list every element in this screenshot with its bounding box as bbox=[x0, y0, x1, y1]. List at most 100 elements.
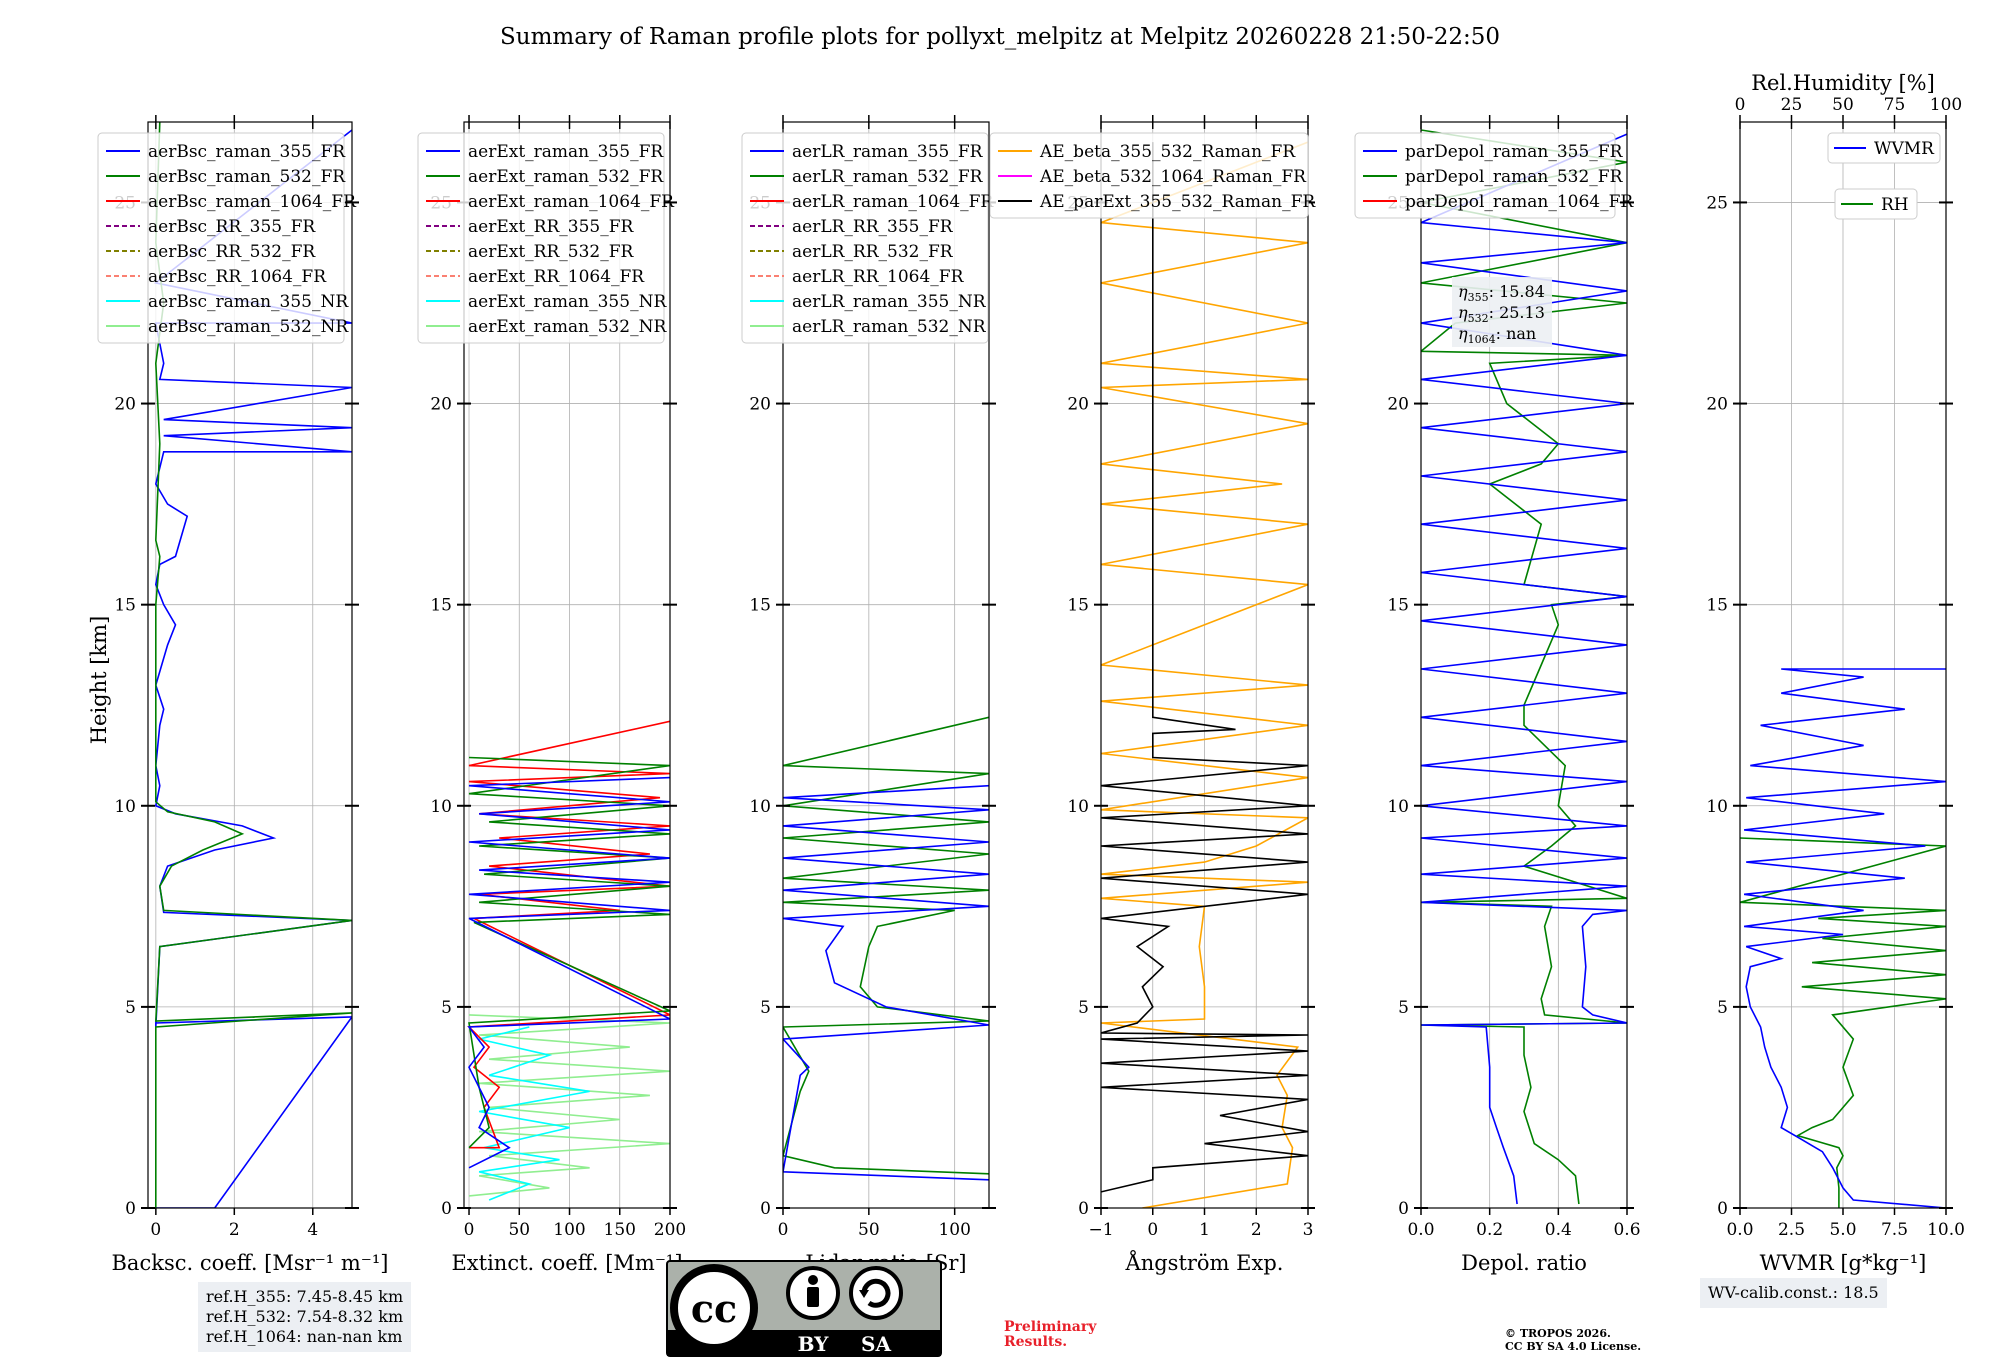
legend-box bbox=[1354, 132, 1616, 219]
legend-label: aerBsc_raman_532_FR bbox=[148, 167, 346, 187]
series-line-aerLR_raman_532_FR bbox=[783, 716, 989, 1175]
axes-frame bbox=[147, 121, 353, 1209]
series-line-aerLR_raman_355_FR bbox=[783, 784, 989, 1181]
figure-title: Summary of Raman profile plots for polly… bbox=[500, 24, 1500, 50]
wv-calibration-box: WV-calib.const.: 18.5 bbox=[1700, 1278, 1887, 1308]
legend-label: aerLR_RR_1064_FR bbox=[792, 267, 965, 287]
legend-label: parDepol_raman_1064_FR bbox=[1405, 192, 1634, 212]
x-tick-label: −1 bbox=[1088, 1220, 1113, 1240]
legend: WVMR bbox=[1827, 132, 1941, 164]
x-tick-label: 0.6 bbox=[1613, 1220, 1640, 1240]
x-tick-label: 0 bbox=[150, 1220, 161, 1240]
legend: aerExt_raman_355_FR aerExt_raman_532_FRae… bbox=[417, 132, 675, 344]
y-tick-label: 10 bbox=[1067, 797, 1089, 817]
ref-height-532: ref.H_532: 7.54-8.32 km bbox=[206, 1307, 404, 1326]
share-alike-icon bbox=[849, 1266, 903, 1320]
wv-calibration-constant: WV-calib.const.: 18.5 bbox=[1708, 1283, 1879, 1302]
axes-frame bbox=[463, 121, 671, 1209]
y-tick-label: 15 bbox=[1706, 596, 1728, 616]
legend: aerBsc_raman_355_FR aerBsc_raman_532_FRae… bbox=[97, 132, 357, 344]
legend-label: AE_beta_355_532_Raman_FR bbox=[1039, 142, 1296, 162]
axes-frame bbox=[782, 121, 990, 1209]
y-tick-label: 20 bbox=[430, 395, 452, 415]
y-tick-label: 5 bbox=[1078, 998, 1089, 1018]
legend-label: aerExt_raman_1064_FR bbox=[468, 192, 675, 212]
y-tick-label: 10 bbox=[430, 797, 452, 817]
series-line-aerBsc_raman_532_FR bbox=[154, 122, 352, 1208]
panels: 0 5 10 15 20 25 0 2 4 Backsc. coeff. [Msr⁻¹ m⁻¹] a… bbox=[97, 71, 1965, 1275]
y-tick-label: 0 bbox=[1717, 1199, 1728, 1219]
y-tick-label: 25 bbox=[1706, 193, 1728, 213]
legend-box bbox=[741, 132, 989, 344]
series-line-parDepol_raman_532_FR bbox=[1421, 129, 1627, 1205]
legend-label: AE_parExt_355_532_Raman_FR bbox=[1039, 192, 1316, 212]
legend-label: aerLR_raman_1064_FR bbox=[792, 192, 994, 212]
preliminary-note: Preliminary Results. bbox=[1004, 1319, 1097, 1350]
x-tick-label: 0.4 bbox=[1545, 1220, 1572, 1240]
cc-sa-text: SA bbox=[861, 1332, 891, 1356]
panel-lr: 0510152025050100Lidar ratio [Sr]aerLR_ra… bbox=[741, 115, 996, 1275]
y-tick-label: 10 bbox=[1387, 797, 1409, 817]
y-tick-label: 0 bbox=[1078, 1199, 1089, 1219]
series-group bbox=[153, 122, 352, 1208]
copyright-note: © TROPOS 2026. CC BY SA 4.0 License. bbox=[1505, 1327, 1725, 1353]
legend-label: aerExt_raman_532_FR bbox=[468, 167, 664, 187]
legend-label: aerBsc_raman_532_NR bbox=[148, 317, 349, 337]
x2-tick-label: 25 bbox=[1781, 95, 1803, 115]
legend-label: AE_beta_532_1064_Raman_FR bbox=[1039, 167, 1307, 187]
legend-box bbox=[1827, 132, 1941, 164]
y-tick-label: 20 bbox=[1067, 395, 1089, 415]
legend-box bbox=[417, 132, 665, 344]
legend: RH bbox=[1834, 188, 1918, 220]
legend-label: aerBsc_RR_355_FR bbox=[148, 217, 316, 237]
y-tick-label: 0 bbox=[760, 1199, 771, 1219]
x2-tick-label: 100 bbox=[1930, 95, 1962, 115]
x-tick-label: 150 bbox=[604, 1220, 636, 1240]
legend-label: aerExt_raman_532_NR bbox=[468, 317, 667, 337]
series-group bbox=[467, 720, 670, 1201]
series-line-WVMR bbox=[1743, 668, 1946, 1208]
x-tick-label: 3 bbox=[1303, 1220, 1314, 1240]
copyright-line-2: CC BY SA 4.0 License. bbox=[1505, 1340, 1642, 1353]
x-tick-label: 10.0 bbox=[1927, 1220, 1965, 1240]
ref-height-355: ref.H_355: 7.45-8.45 km bbox=[206, 1287, 404, 1306]
series-line-AE_parExt_355_532_Raman_FR bbox=[1101, 142, 1308, 1193]
x-tick-label: 0.0 bbox=[1726, 1220, 1753, 1240]
y-tick-label: 10 bbox=[1706, 797, 1728, 817]
x2-axis-label: Rel.Humidity [%] bbox=[1751, 71, 1935, 95]
series-line-AE_beta_355_532_Raman_FR bbox=[1101, 141, 1308, 1208]
y-tick-label: 10 bbox=[114, 797, 136, 817]
y-tick-label: 5 bbox=[125, 998, 136, 1018]
y-tick-label: 10 bbox=[749, 797, 771, 817]
x-tick-label: 100 bbox=[938, 1220, 970, 1240]
cc-by-sa-logo: cc BY SA bbox=[666, 1260, 942, 1357]
x-tick-label: 100 bbox=[553, 1220, 585, 1240]
legend-label: aerExt_raman_355_FR bbox=[468, 142, 664, 162]
x-tick-label: 2 bbox=[1251, 1220, 1262, 1240]
y-tick-label: 15 bbox=[114, 596, 136, 616]
series-line-aerExt_raman_355_FR bbox=[467, 776, 670, 1169]
legend-label: aerBsc_raman_355_NR bbox=[148, 292, 349, 312]
x-tick-label: 0.2 bbox=[1476, 1220, 1503, 1240]
cc-text: cc bbox=[691, 1286, 737, 1331]
x2-tick-label: 50 bbox=[1832, 95, 1854, 115]
x-tick-label: 4 bbox=[307, 1220, 318, 1240]
x2-tick-label: 75 bbox=[1884, 95, 1906, 115]
legend-label: RH bbox=[1881, 195, 1909, 215]
x-tick-label: 50 bbox=[858, 1220, 880, 1240]
y-tick-label: 15 bbox=[749, 596, 771, 616]
legend-label: aerLR_raman_532_FR bbox=[792, 167, 984, 187]
legend-box bbox=[1834, 188, 1918, 220]
legend-label: aerExt_RR_355_FR bbox=[468, 217, 634, 237]
legend-label: parDepol_raman_532_FR bbox=[1405, 167, 1624, 187]
y-tick-label: 0 bbox=[1398, 1199, 1409, 1219]
x-tick-label: 200 bbox=[654, 1220, 686, 1240]
legend-label: aerLR_raman_355_FR bbox=[792, 142, 984, 162]
legend: AE_beta_355_532_Raman_FR AE_beta_532_1064… bbox=[989, 132, 1316, 219]
x-axis-label: Backsc. coeff. [Msr⁻¹ m⁻¹] bbox=[112, 1251, 389, 1275]
y-tick-label: 5 bbox=[441, 998, 452, 1018]
legend-label: parDepol_raman_355_FR bbox=[1405, 142, 1624, 162]
cc-by-text: BY bbox=[798, 1332, 830, 1356]
